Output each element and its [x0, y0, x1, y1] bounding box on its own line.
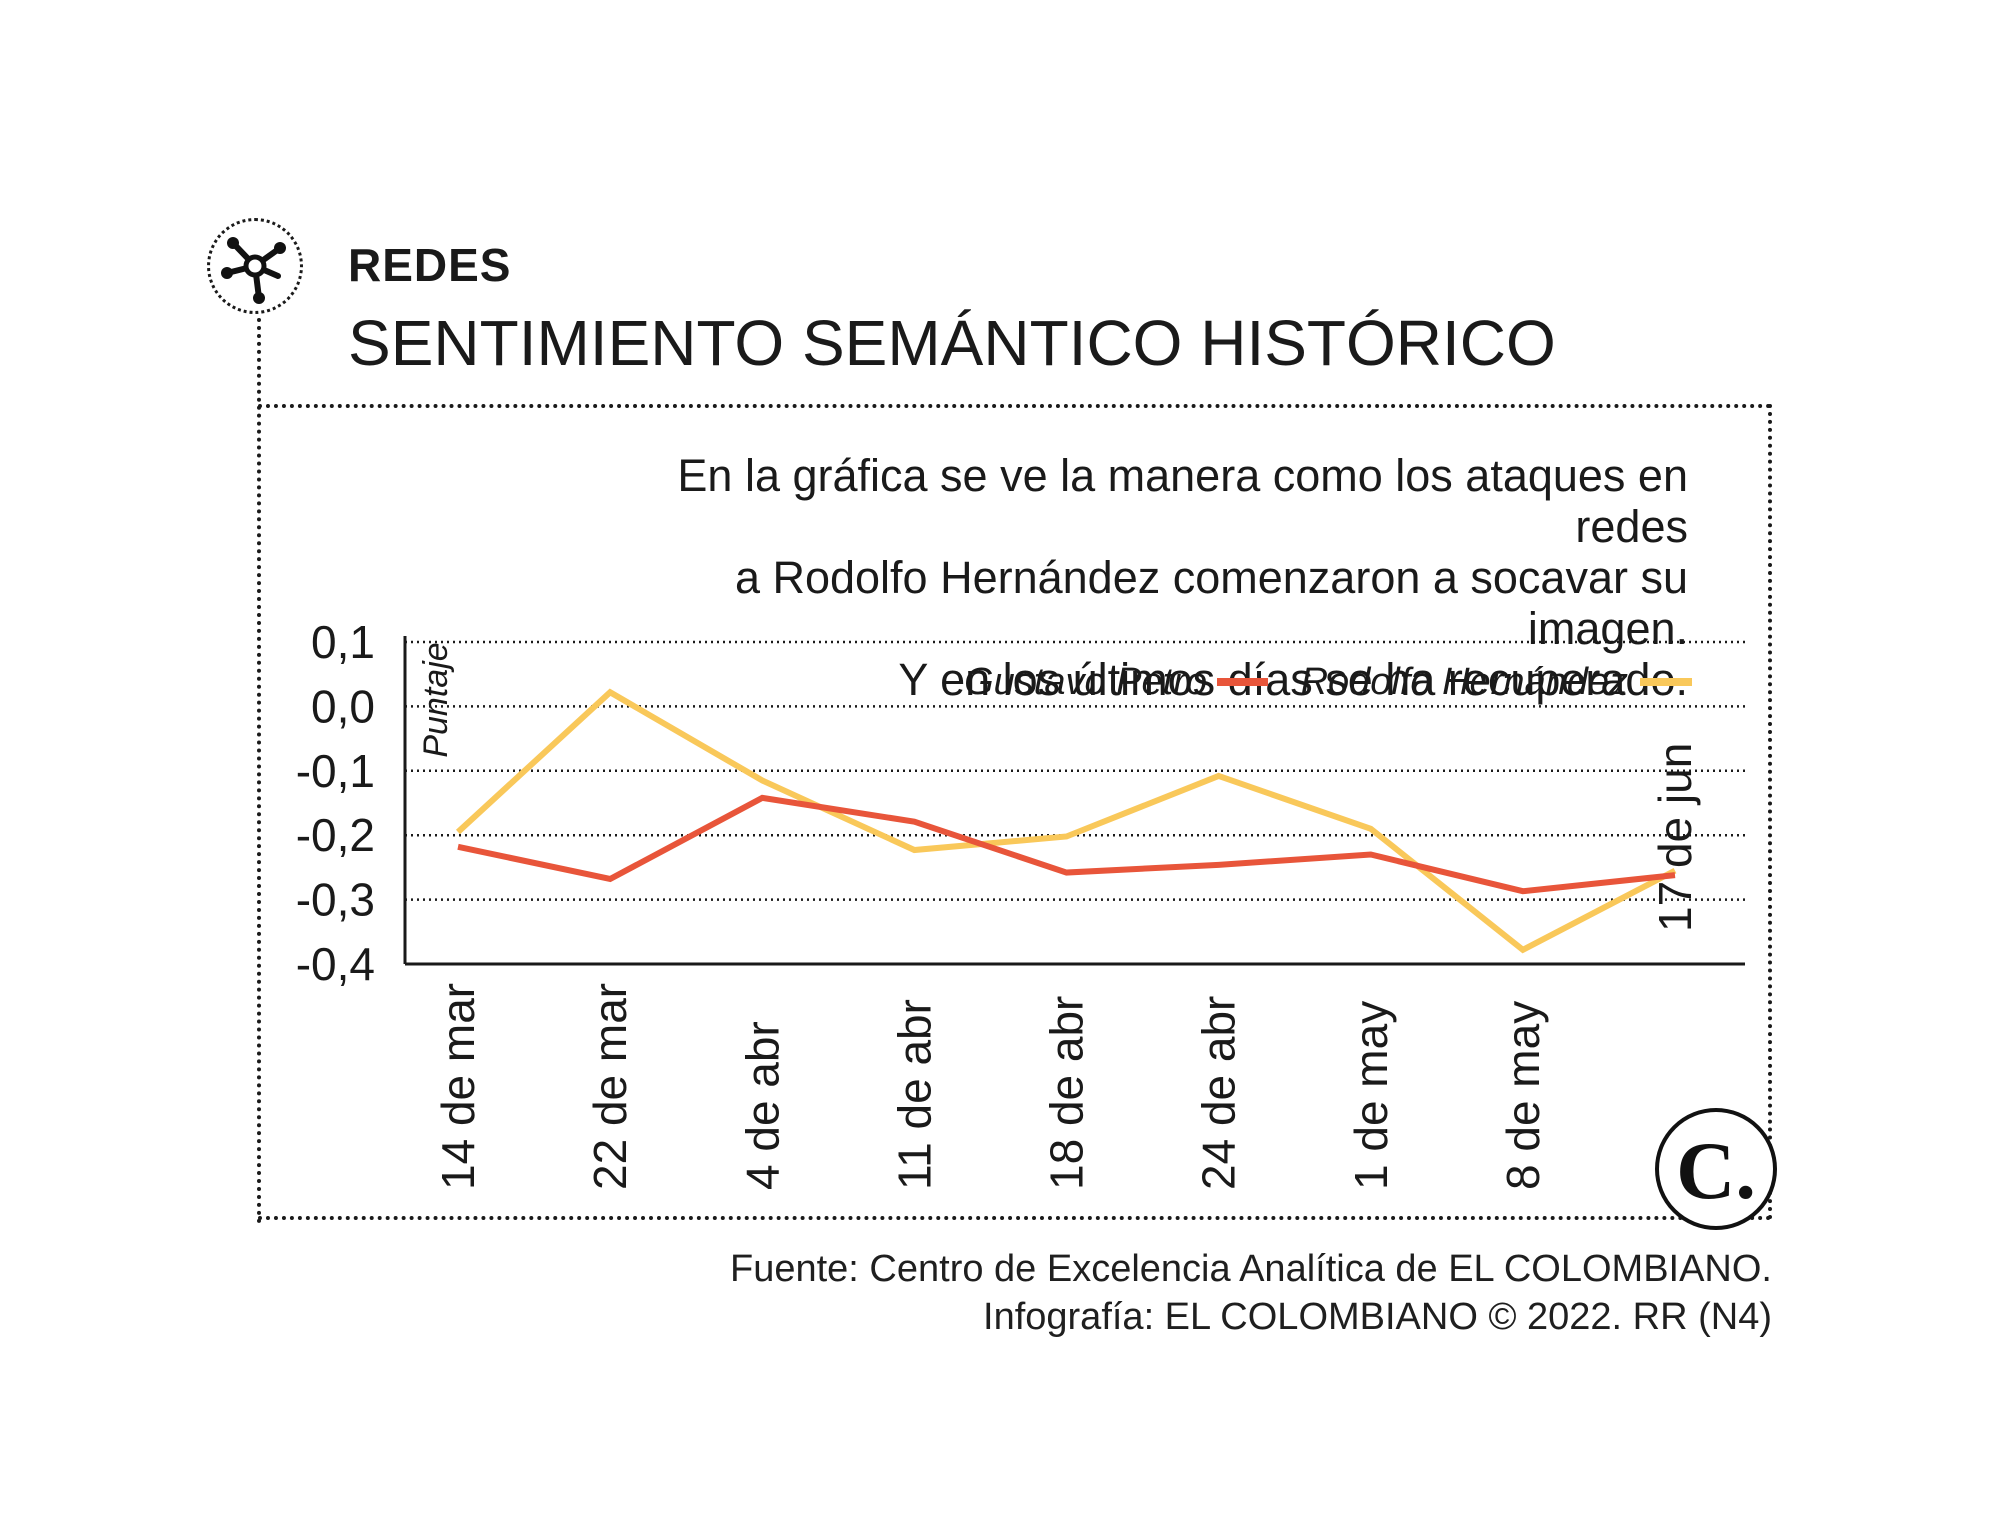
x-tick-label: 4 de abr	[736, 1021, 788, 1190]
series-line-rodolfo-hernandez	[455, 688, 1677, 954]
x-tick-label: 11 de abr	[888, 999, 940, 1190]
x-tick-label: 1 de may	[1345, 1001, 1397, 1190]
y-tick-label: -0,1	[296, 745, 375, 797]
description-line-3: Y en los últimos días se ha recuperado.	[898, 654, 1688, 705]
legend-label: Gustavo Petro	[964, 661, 1207, 703]
source-text: Fuente: Centro de Excelencia Analítica d…	[730, 1248, 1772, 1290]
footer-source: Fuente: Centro de Excelencia Analítica d…	[600, 1245, 1772, 1341]
x-tick-label: 24 de abr	[1193, 996, 1245, 1190]
el-colombiano-logo: C.	[1655, 1108, 1777, 1230]
network-icon	[221, 237, 286, 304]
axes	[403, 636, 1745, 966]
chart-description: En la gráfica se ve la manera como los a…	[600, 450, 1688, 705]
series-lines	[455, 688, 1677, 954]
y-tick-label: -0,3	[296, 874, 375, 926]
x-tick-labels: 14 de mar 22 de mar 4 de abr 11 de abr 18 de…	[432, 743, 1701, 1190]
chart-title: SENTIMIENTO SEMÁNTICO HISTÓRICO	[348, 307, 1556, 379]
y-tick-label: 0,0	[311, 680, 375, 732]
legend: Gustavo Petro Rodolfo Hernández	[964, 661, 1692, 703]
section-label: REDES	[348, 239, 512, 291]
y-tick-label: 0,1	[311, 616, 375, 668]
logo-letter: C.	[1676, 1125, 1756, 1216]
x-tick-label: 8 de may	[1497, 1001, 1549, 1190]
y-tick-label: -0,4	[296, 938, 375, 990]
legend-label: Rodolfo Hernández	[1301, 661, 1628, 703]
series-line-gustavo-petro	[457, 794, 1676, 895]
x-tick-label: 14 de mar	[432, 983, 484, 1190]
x-tick-label: 18 de abr	[1041, 996, 1093, 1190]
chart-frame	[258, 404, 1772, 1220]
grid-lines	[405, 640, 1745, 901]
network-icon-badge	[207, 218, 303, 314]
description-line-1: En la gráfica se ve la manera como los a…	[677, 450, 1688, 552]
x-tick-label: 22 de mar	[584, 983, 636, 1190]
y-tick-label: -0,2	[296, 809, 375, 861]
credit-text: Infografía: EL COLOMBIANO © 2022. RR (N4…	[983, 1296, 1772, 1338]
y-tick-labels: 0,1 0,0 -0,1 -0,2 -0,3 -0,4	[296, 616, 375, 990]
description-line-2: a Rodolfo Hernández comenzaron a socavar…	[734, 552, 1688, 654]
frame-connector-line	[257, 318, 261, 1224]
x-tick-label: 17 de jun	[1649, 743, 1701, 932]
y-axis-label: Puntaje	[417, 642, 455, 757]
